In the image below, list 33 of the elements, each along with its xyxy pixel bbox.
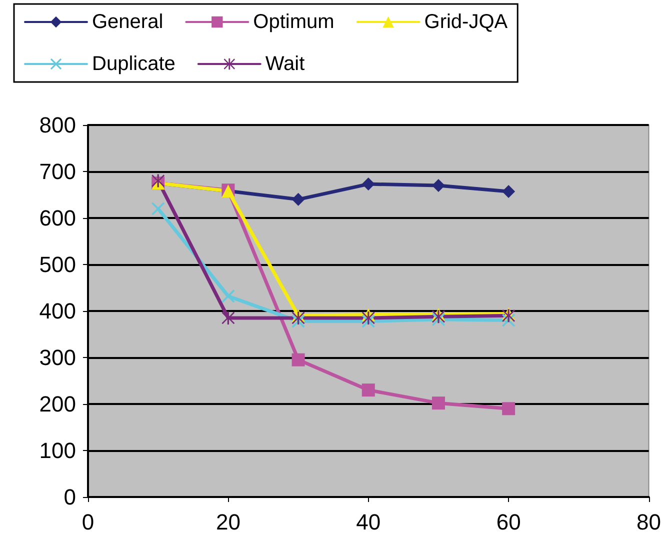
x-tick-label: 60 — [496, 510, 521, 534]
point — [362, 311, 375, 324]
point — [152, 174, 165, 188]
legend-label: Duplicate — [92, 53, 176, 75]
x-tick-label: 20 — [216, 510, 240, 534]
point — [222, 290, 235, 303]
x-tick-label: 40 — [356, 510, 381, 534]
point — [362, 178, 375, 191]
x-tick-label: 80 — [636, 510, 662, 534]
x-tick-label: 0 — [82, 510, 94, 534]
point — [432, 396, 445, 410]
y-tick-label: 700 — [39, 159, 76, 184]
y-tick-label: 500 — [39, 252, 76, 277]
y-tick-label: 200 — [39, 392, 76, 416]
y-tick-label: 300 — [39, 345, 76, 370]
point — [502, 184, 516, 198]
y-tick-label: 600 — [39, 206, 76, 230]
point — [292, 353, 305, 366]
point — [432, 178, 445, 192]
y-tick-label: 100 — [39, 438, 76, 463]
point — [362, 384, 375, 397]
y-tick-label: 800 — [39, 112, 76, 138]
point — [292, 192, 305, 206]
point — [152, 202, 165, 216]
legend-label: Wait — [265, 53, 306, 75]
legend-label: Optimum — [253, 11, 334, 33]
y-tick-label: 0 — [64, 484, 76, 510]
legend-label: General — [92, 11, 164, 33]
point — [502, 402, 516, 416]
legend-label: Grid-JQA — [424, 11, 508, 33]
point — [222, 311, 235, 324]
point — [432, 310, 445, 324]
y-tick-label: 400 — [39, 298, 76, 324]
